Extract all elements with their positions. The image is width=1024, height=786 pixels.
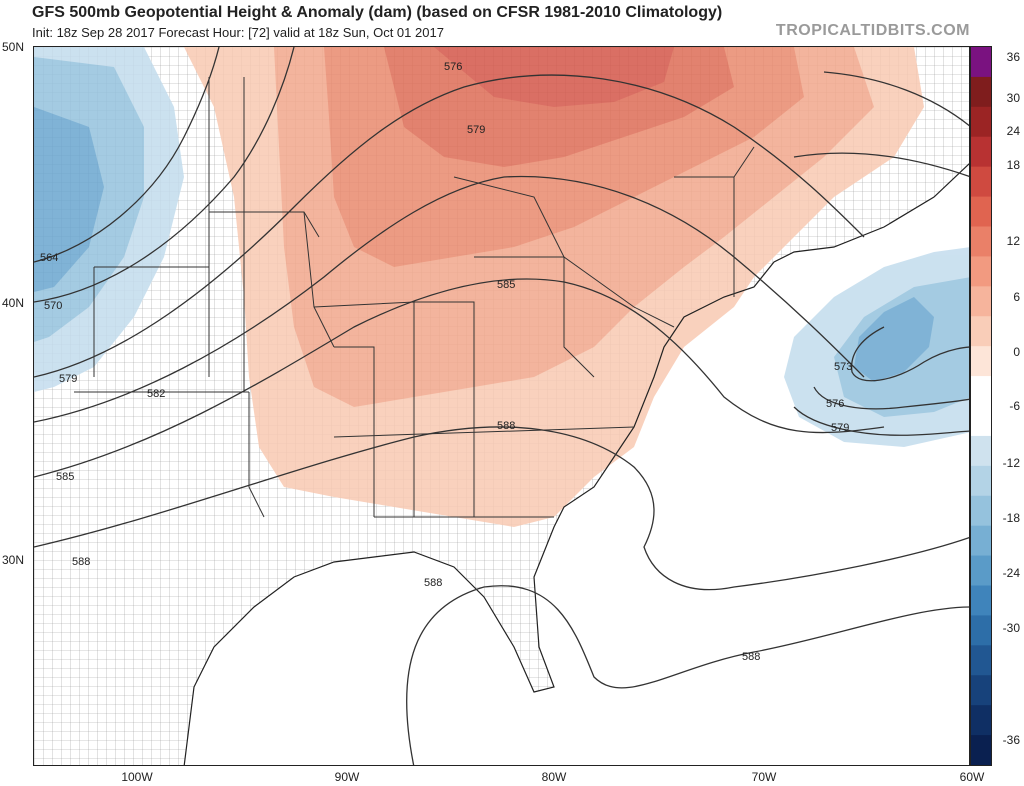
lon-label-100w: 100W xyxy=(121,770,153,784)
colorbar-label: 12 xyxy=(1006,234,1020,248)
contour-label: 588 xyxy=(742,651,760,663)
lat-label-50n: 50N xyxy=(2,40,25,54)
contour-label: 582 xyxy=(147,388,165,400)
negative-anomaly-shading-east xyxy=(784,247,969,447)
colorbar-swatch xyxy=(971,406,991,437)
colorbar-label: -30 xyxy=(1002,621,1020,635)
contour-label: 585 xyxy=(56,471,74,483)
contour-label: 588 xyxy=(424,577,442,589)
source-watermark: TROPICALTIDBITS.COM xyxy=(775,22,970,39)
colorbar-swatches xyxy=(971,47,991,766)
contour-label: 585 xyxy=(497,279,515,291)
colorbar-swatch xyxy=(971,735,991,766)
contour-label: 576 xyxy=(444,61,462,73)
anomaly-colorbar xyxy=(970,46,992,766)
colorbar-swatch xyxy=(971,136,991,168)
colorbar-label: 0 xyxy=(1013,345,1020,359)
contour-label: 564 xyxy=(40,252,58,264)
lon-label-90w: 90W xyxy=(334,770,360,784)
lat-label-40n: 40N xyxy=(2,296,25,310)
contour-label: 579 xyxy=(59,373,77,385)
map-subtitle: Init: 18z Sep 28 2017 Forecast Hour: [72… xyxy=(32,25,444,40)
colorbar-swatch xyxy=(971,705,991,736)
colorbar-swatch xyxy=(971,47,991,78)
lon-label-70w: 70W xyxy=(751,770,777,784)
colorbar-swatch xyxy=(971,346,991,377)
colorbar-label: 6 xyxy=(1013,290,1020,304)
colorbar-label: 18 xyxy=(1006,158,1020,172)
lon-label-80w: 80W xyxy=(541,770,567,784)
colorbar-swatch xyxy=(971,585,991,616)
colorbar-label: 30 xyxy=(1006,91,1020,105)
colorbar-swatch xyxy=(971,615,991,646)
map-title: GFS 500mb Geopotential Height & Anomaly … xyxy=(32,4,723,21)
map-panel: 564 570 576 579 582 585 588 573 576 579 … xyxy=(33,46,970,766)
colorbar-swatch xyxy=(971,106,991,138)
colorbar-label: -12 xyxy=(1002,456,1020,470)
colorbar-label: 24 xyxy=(1006,124,1020,138)
anomaly-map: 564 570 576 579 582 585 588 573 576 579 … xyxy=(34,47,969,765)
positive-anomaly-shading xyxy=(184,47,924,527)
colorbar-label: -24 xyxy=(1002,566,1020,580)
negative-anomaly-shading-west xyxy=(34,47,184,392)
colorbar-swatch xyxy=(971,226,991,257)
lat-label-30n: 30N xyxy=(2,553,25,567)
colorbar-swatch xyxy=(971,555,991,586)
colorbar-label: -36 xyxy=(1002,733,1020,747)
contour-label: 588 xyxy=(72,556,90,568)
height-contours xyxy=(34,47,969,765)
colorbar-swatch xyxy=(971,376,991,407)
contour-labels: 564 570 576 579 582 585 588 573 576 579 … xyxy=(40,61,852,663)
colorbar-swatch xyxy=(971,495,991,527)
contour-label: 573 xyxy=(834,361,852,373)
colorbar-swatch xyxy=(971,286,991,317)
colorbar-label: -6 xyxy=(1009,399,1020,413)
colorbar-label: -18 xyxy=(1002,511,1020,525)
colorbar-swatch xyxy=(971,465,991,497)
contour-label: 579 xyxy=(467,124,485,136)
colorbar-swatch xyxy=(971,435,991,467)
colorbar-swatch xyxy=(971,645,991,676)
contour-label: 588 xyxy=(497,420,515,432)
colorbar-swatch xyxy=(971,256,991,287)
lon-label-60w: 60W xyxy=(959,770,985,784)
colorbar-swatch xyxy=(971,525,991,557)
contour-label: 570 xyxy=(44,300,62,312)
colorbar-swatch xyxy=(971,76,991,108)
state-borders xyxy=(74,77,755,518)
contour-label: 579 xyxy=(831,422,849,434)
contour-label: 576 xyxy=(826,398,844,410)
colorbar-swatch xyxy=(971,675,991,706)
colorbar-swatch xyxy=(971,316,991,347)
colorbar-label: 36 xyxy=(1006,50,1020,64)
colorbar-swatch xyxy=(971,196,991,227)
colorbar-swatch xyxy=(971,166,991,198)
coastline xyxy=(183,163,969,765)
